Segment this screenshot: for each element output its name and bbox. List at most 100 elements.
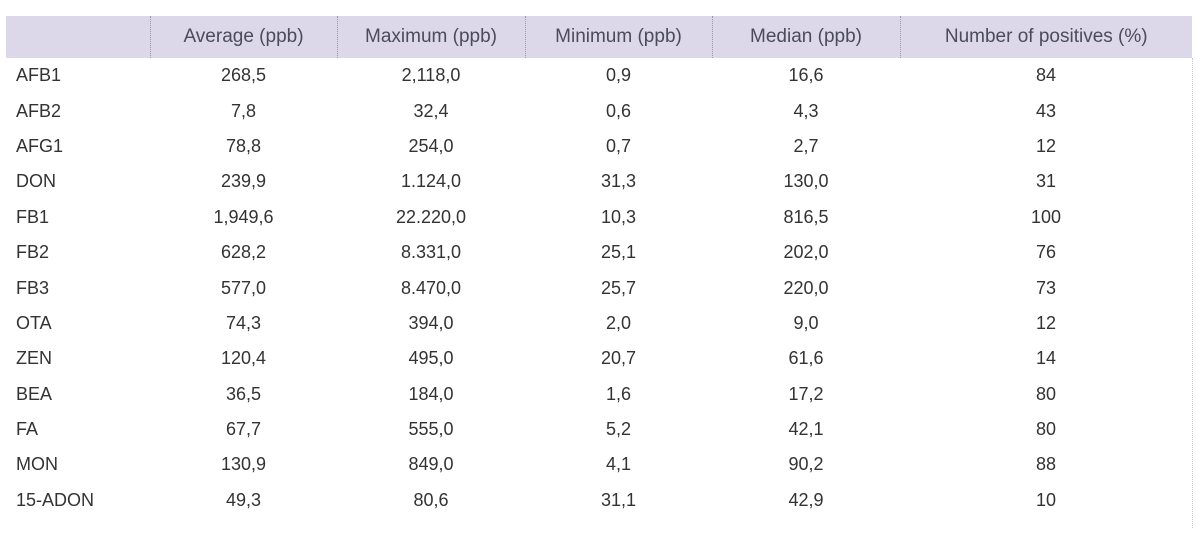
positives-cell: 73 (1035, 277, 1057, 298)
header-cell-median: Median (ppb) (711, 16, 900, 58)
table-row: FB2 628,2 8.331,0 25,1 202,0 76 (6, 235, 1192, 270)
average-cell: 239,9 (220, 171, 267, 192)
table-row: BEA 36,5 184,0 1,6 17,2 80 (6, 377, 1192, 412)
average-cell: 67,7 (225, 419, 262, 440)
median-cell: 220,0 (783, 277, 829, 298)
maximum-cell: 1.124,0 (400, 171, 462, 192)
table-row: MON 130,9 849,0 4,1 90,2 88 (6, 447, 1192, 482)
row-label: BEA (16, 383, 53, 404)
header-cell-average: Average (ppb) (149, 16, 337, 58)
average-cell: 628,2 (220, 242, 267, 263)
minimum-cell: 31,1 (600, 489, 637, 510)
minimum-cell: 25,1 (600, 242, 637, 263)
average-cell: 120,4 (220, 348, 267, 369)
median-cell: 42,1 (788, 419, 824, 440)
positives-cell: 80 (1035, 419, 1057, 440)
median-cell: 90,2 (788, 454, 824, 475)
median-cell: 816,5 (783, 206, 829, 227)
row-label: AFB2 (16, 100, 62, 121)
median-cell: 2,7 (793, 135, 819, 156)
row-label: AFG1 (16, 135, 64, 156)
average-cell: 130,9 (220, 454, 267, 475)
positives-cell: 84 (1035, 65, 1057, 86)
median-cell: 9,0 (793, 312, 819, 333)
median-cell: 4,3 (793, 100, 819, 121)
header-row: Average (ppb) Maximum (ppb) Minimum (ppb… (6, 16, 1192, 58)
positives-cell: 100 (1030, 206, 1062, 227)
mycotoxin-table: Average (ppb) Maximum (ppb) Minimum (ppb… (6, 16, 1192, 518)
row-label: ZEN (16, 348, 52, 369)
table-row: AFB2 7,8 32,4 0,6 4,3 43 (6, 93, 1192, 128)
positives-cell: 12 (1035, 135, 1057, 156)
maximum-cell: 8.470,0 (400, 277, 462, 298)
row-label: AFB1 (16, 65, 62, 86)
row-label: FB1 (16, 206, 50, 227)
table-row: FB3 577,0 8.470,0 25,7 220,0 73 (6, 270, 1192, 305)
table-row: 15-ADON 49,3 80,6 31,1 42,9 10 (6, 483, 1192, 518)
positives-cell: 10 (1035, 489, 1057, 510)
maximum-cell: 849,0 (408, 454, 454, 475)
table-body: AFB1 268,5 2,118,0 0,9 16,6 84 AFB2 7,8 32,4 0,6 4… (6, 58, 1192, 518)
row-label: 15-ADON (16, 489, 95, 510)
positives-cell: 14 (1035, 348, 1057, 369)
maximum-cell: 394,0 (408, 312, 454, 333)
positives-cell: 88 (1035, 454, 1057, 475)
row-label: FB2 (16, 242, 50, 263)
minimum-cell: 1,6 (605, 383, 632, 404)
positives-cell: 76 (1035, 242, 1057, 263)
table-row: OTA 74,3 394,0 2,0 9,0 12 (6, 306, 1192, 341)
positives-cell: 31 (1035, 171, 1057, 192)
maximum-cell: 495,0 (408, 348, 454, 369)
average-cell: 577,0 (220, 277, 267, 298)
average-cell: 268,5 (220, 65, 267, 86)
table-row: FA 67,7 555,0 5,2 42,1 80 (6, 412, 1192, 447)
median-cell: 130,0 (783, 171, 829, 192)
table-header: Average (ppb) Maximum (ppb) Minimum (ppb… (6, 16, 1192, 58)
header-cell-minimum: Minimum (ppb) (524, 16, 712, 58)
average-cell: 74,3 (225, 312, 262, 333)
minimum-cell: 25,7 (600, 277, 637, 298)
table-row: DON 239,9 1.124,0 31,3 130,0 31 (6, 164, 1192, 199)
average-cell: 7,8 (230, 100, 257, 121)
median-cell: 42,9 (788, 489, 824, 510)
positives-cell: 80 (1035, 383, 1057, 404)
minimum-cell: 0,6 (605, 100, 632, 121)
row-label: DON (16, 171, 56, 192)
minimum-cell: 0,7 (605, 135, 632, 156)
minimum-cell: 0,9 (605, 65, 632, 86)
maximum-cell: 32,4 (413, 100, 449, 121)
average-cell: 1,949,6 (213, 206, 274, 227)
maximum-cell: 2,118,0 (401, 65, 461, 86)
positives-cell: 12 (1035, 312, 1057, 333)
minimum-cell: 20,7 (600, 348, 637, 369)
maximum-cell: 8.331,0 (400, 242, 462, 263)
minimum-cell: 2,0 (605, 312, 632, 333)
row-label: MON (16, 454, 58, 475)
table-row: FB1 1,949,6 22.220,0 10,3 816,5 100 (6, 200, 1192, 235)
table-row: AFG1 78,8 254,0 0,7 2,7 12 (6, 129, 1192, 164)
maximum-cell: 22.220,0 (395, 206, 467, 227)
header-cell-positives: Number of positives (%) (899, 16, 1192, 58)
row-label: OTA (16, 312, 52, 333)
mycotoxin-table-container: Average (ppb) Maximum (ppb) Minimum (ppb… (6, 16, 1192, 518)
maximum-cell: 184,0 (408, 383, 454, 404)
table-row: ZEN 120,4 495,0 20,7 61,6 14 (6, 341, 1192, 376)
row-label: FB3 (16, 277, 50, 298)
positives-cell: 43 (1035, 100, 1057, 121)
header-cell-maximum: Maximum (ppb) (336, 16, 525, 58)
maximum-cell: 254,0 (408, 135, 454, 156)
minimum-cell: 4,1 (605, 454, 632, 475)
row-label: FA (16, 419, 39, 440)
minimum-cell: 5,2 (605, 419, 632, 440)
average-cell: 49,3 (225, 489, 262, 510)
median-cell: 17,2 (788, 383, 824, 404)
minimum-cell: 31,3 (600, 171, 637, 192)
table-row: AFB1 268,5 2,118,0 0,9 16,6 84 (6, 58, 1192, 93)
minimum-cell: 10,3 (600, 206, 637, 227)
average-cell: 78,8 (225, 135, 262, 156)
maximum-cell: 555,0 (408, 419, 454, 440)
table-right-divider (1192, 58, 1193, 528)
header-cell-label (6, 16, 150, 58)
median-cell: 61,6 (788, 348, 824, 369)
average-cell: 36,5 (225, 383, 262, 404)
